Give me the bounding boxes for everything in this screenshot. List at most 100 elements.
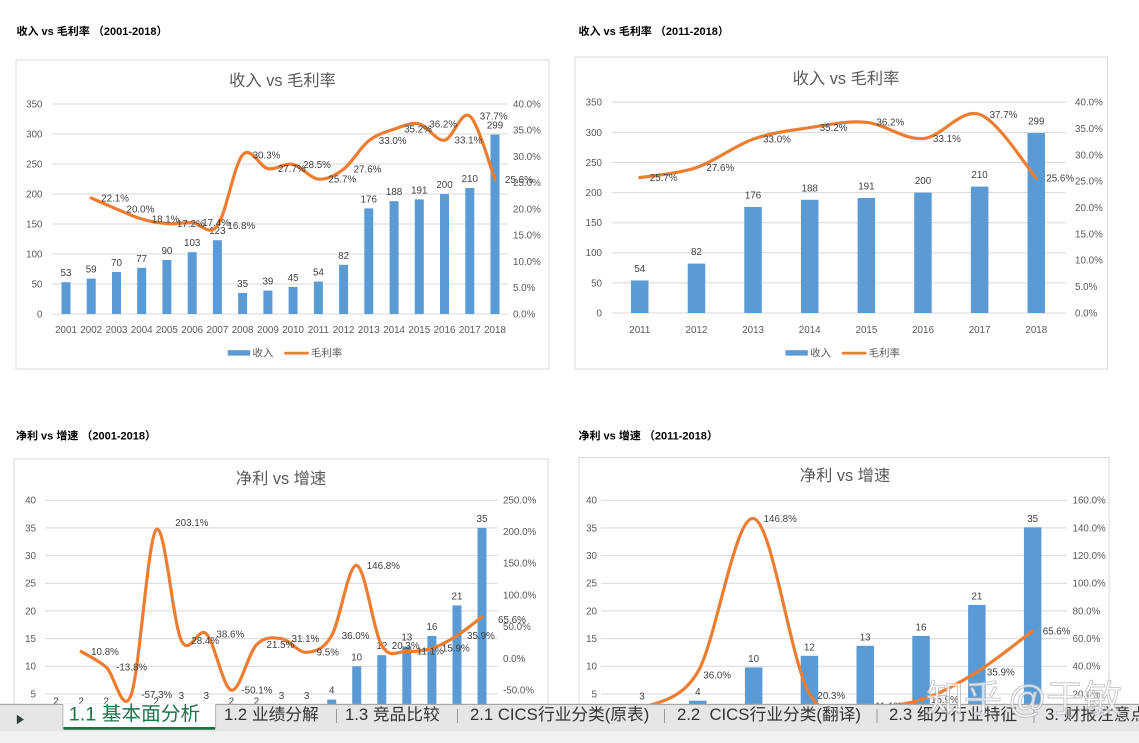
svg-text:25.6%: 25.6%	[1046, 174, 1074, 185]
svg-text:25: 25	[586, 579, 597, 590]
svg-text:59: 59	[86, 265, 97, 276]
svg-text:13: 13	[860, 632, 871, 643]
svg-text:3: 3	[639, 692, 645, 703]
svg-text:15: 15	[586, 634, 597, 645]
svg-text:103: 103	[184, 238, 201, 249]
svg-text:2011: 2011	[308, 325, 329, 336]
svg-text:16: 16	[916, 622, 927, 633]
svg-text:35: 35	[25, 523, 36, 534]
svg-text:250: 250	[586, 158, 603, 169]
svg-text:54: 54	[634, 264, 645, 275]
svg-text:20.0%: 20.0%	[513, 204, 541, 215]
svg-text:40.0%: 40.0%	[1073, 662, 1101, 673]
svg-text:1.2: 1.2	[224, 705, 252, 724]
svg-text:200.0%: 200.0%	[503, 527, 537, 538]
svg-text:25.7%: 25.7%	[650, 173, 678, 184]
svg-text:299: 299	[1028, 117, 1044, 128]
svg-text:40: 40	[25, 496, 36, 507]
svg-text:100.0%: 100.0%	[1073, 579, 1107, 590]
svg-text:200: 200	[586, 188, 603, 199]
svg-text:203.1%: 203.1%	[175, 518, 209, 529]
svg-text:150.0%: 150.0%	[503, 559, 537, 570]
svg-text:45: 45	[288, 273, 299, 284]
svg-text:10: 10	[351, 652, 362, 663]
svg-text:10.0%: 10.0%	[1075, 256, 1103, 267]
svg-text:160.0%: 160.0%	[1073, 496, 1107, 507]
svg-text:82: 82	[691, 247, 702, 258]
svg-text:0.0%: 0.0%	[1075, 308, 1098, 319]
svg-text:2003: 2003	[106, 325, 128, 336]
svg-text:39: 39	[262, 277, 273, 288]
svg-text:): )	[855, 705, 861, 724]
svg-text:1.3: 1.3	[345, 705, 373, 724]
svg-text:3.: 3.	[1045, 705, 1064, 724]
svg-text:350: 350	[26, 99, 43, 110]
svg-text:10: 10	[586, 662, 597, 673]
svg-text:15.9%: 15.9%	[442, 644, 470, 655]
svg-text:3: 3	[179, 691, 185, 702]
svg-text:25.0%: 25.0%	[1075, 177, 1103, 188]
svg-text:4: 4	[695, 687, 701, 698]
svg-text:90: 90	[161, 246, 172, 257]
svg-text:13: 13	[401, 632, 412, 643]
svg-text:30: 30	[586, 551, 597, 562]
svg-text:2011: 2011	[629, 325, 650, 336]
svg-text:2009: 2009	[257, 325, 279, 336]
svg-text:35.2%: 35.2%	[404, 125, 432, 136]
svg-text:20: 20	[25, 606, 36, 617]
svg-text:35.9%: 35.9%	[987, 667, 1015, 678]
svg-text:25.6%: 25.6%	[505, 175, 533, 186]
svg-text:2: 2	[53, 697, 58, 708]
svg-text:27.6%: 27.6%	[706, 163, 734, 174]
svg-text:3: 3	[279, 691, 285, 702]
svg-text:vs: vs	[601, 431, 619, 443]
svg-text:35.0%: 35.0%	[513, 126, 541, 137]
svg-text:10.0%: 10.0%	[513, 257, 541, 268]
svg-text:35: 35	[477, 514, 488, 525]
svg-text:-57.3%: -57.3%	[141, 690, 172, 701]
svg-text:77: 77	[136, 254, 147, 265]
svg-text:250.0%: 250.0%	[503, 495, 537, 506]
svg-text:150: 150	[26, 219, 43, 230]
svg-text:(: (	[816, 705, 822, 724]
svg-text:123: 123	[209, 226, 226, 237]
svg-text:30: 30	[25, 551, 36, 562]
svg-text:2008: 2008	[232, 325, 254, 336]
svg-text:210: 210	[462, 174, 479, 185]
svg-text:-50.1%: -50.1%	[241, 686, 272, 697]
svg-text:200: 200	[26, 189, 43, 200]
svg-text:40: 40	[586, 496, 597, 507]
svg-text:2: 2	[254, 697, 259, 708]
svg-text:15: 15	[25, 634, 36, 645]
svg-text:31.1%: 31.1%	[292, 634, 320, 645]
svg-text:50: 50	[591, 278, 602, 289]
svg-text:2013: 2013	[742, 325, 764, 336]
svg-text:2017: 2017	[969, 325, 991, 336]
svg-text:vs: vs	[601, 26, 619, 38]
svg-text:5: 5	[31, 689, 37, 700]
svg-text:0: 0	[597, 308, 603, 319]
svg-text:15.0%: 15.0%	[513, 231, 541, 242]
svg-text:2012: 2012	[686, 325, 708, 336]
svg-text:33.0%: 33.0%	[763, 135, 791, 146]
svg-text:191: 191	[858, 182, 874, 193]
svg-text:28.5%: 28.5%	[303, 160, 331, 171]
svg-text:2005: 2005	[156, 325, 178, 336]
svg-text:100.0%: 100.0%	[503, 590, 537, 601]
svg-text:2011-2018: 2011-2018	[655, 431, 707, 443]
svg-text:2006: 2006	[181, 325, 203, 336]
svg-text:38.6%: 38.6%	[216, 629, 244, 640]
svg-text:82: 82	[338, 251, 349, 262]
svg-text:20.0%: 20.0%	[127, 204, 155, 215]
svg-text:12: 12	[804, 642, 815, 653]
svg-text:2001-2018: 2001-2018	[92, 431, 145, 443]
svg-text:5: 5	[592, 689, 598, 700]
svg-text:20.3%: 20.3%	[817, 691, 845, 702]
svg-text:3: 3	[304, 691, 310, 702]
svg-text:10: 10	[748, 654, 759, 665]
svg-text:2012: 2012	[333, 325, 355, 336]
svg-text:70: 70	[111, 258, 122, 269]
svg-text:36.2%: 36.2%	[876, 118, 904, 129]
svg-text:5.0%: 5.0%	[513, 283, 536, 294]
svg-text:191: 191	[411, 185, 427, 196]
